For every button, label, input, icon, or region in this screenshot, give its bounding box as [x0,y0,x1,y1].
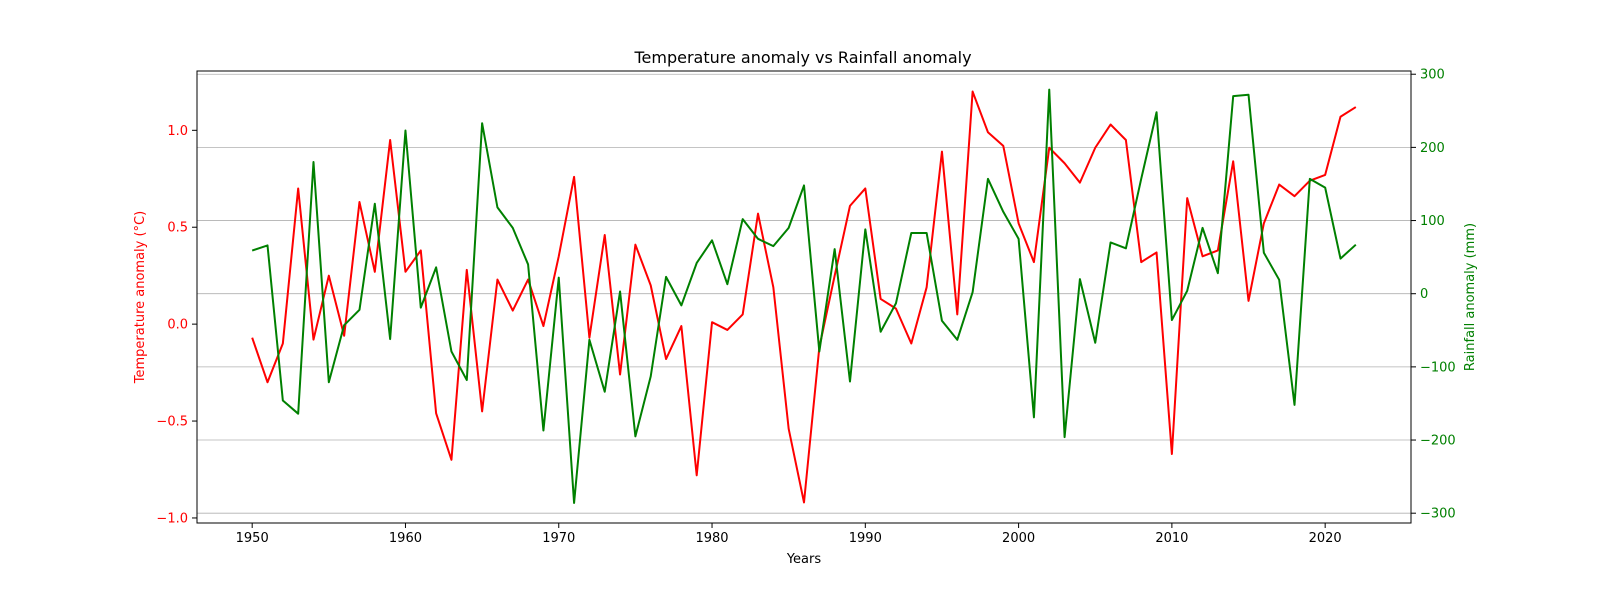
x-tick-label: 1950 [236,531,269,546]
right-y-tick-label: −200 [1420,434,1456,449]
left-y-axis-ticks: −1.0 −0.5 0.0 0.5 1.0 [156,124,197,526]
left-y-tick-label: 0.5 [167,221,188,236]
rainfall-series-line [251,88,1357,504]
x-tick-label: 1970 [542,531,575,546]
series-lines [251,88,1357,504]
x-tick-label: 1980 [695,531,728,546]
plot-frame [196,70,1412,524]
x-tick-label: 2000 [1002,531,1035,546]
x-tick-label: 1990 [849,531,882,546]
right-y-tick-label: −300 [1420,507,1456,522]
left-y-tick-label: 0.0 [167,318,188,333]
x-tick-label: 2020 [1309,531,1342,546]
right-y-tick-label: 0 [1420,287,1428,302]
right-y-axis-ticks: −300 −200 −100 0 100 200 300 [1411,68,1456,522]
right-y-tick-label: 200 [1420,141,1445,156]
chart-title: Temperature anomaly vs Rainfall anomaly [633,48,971,67]
left-y-tick-label: −0.5 [156,415,188,430]
left-y-axis-label: Temperature anomaly (°C) [133,211,148,384]
right-y-tick-label: 300 [1420,68,1445,83]
x-axis-label: Years [786,552,822,567]
left-y-tick-label: 1.0 [167,124,188,139]
temperature-series-line [251,90,1357,504]
right-y-tick-label: 100 [1420,214,1445,229]
right-y-axis-label: Rainfall anomaly (mm) [1463,223,1478,371]
x-tick-label: 2010 [1155,531,1188,546]
x-tick-label: 1960 [389,531,422,546]
x-axis-ticks: 1950 1960 1970 1980 1990 2000 2010 2020 [236,523,1342,546]
left-y-tick-label: −1.0 [156,511,188,526]
right-y-tick-label: −100 [1420,360,1456,375]
